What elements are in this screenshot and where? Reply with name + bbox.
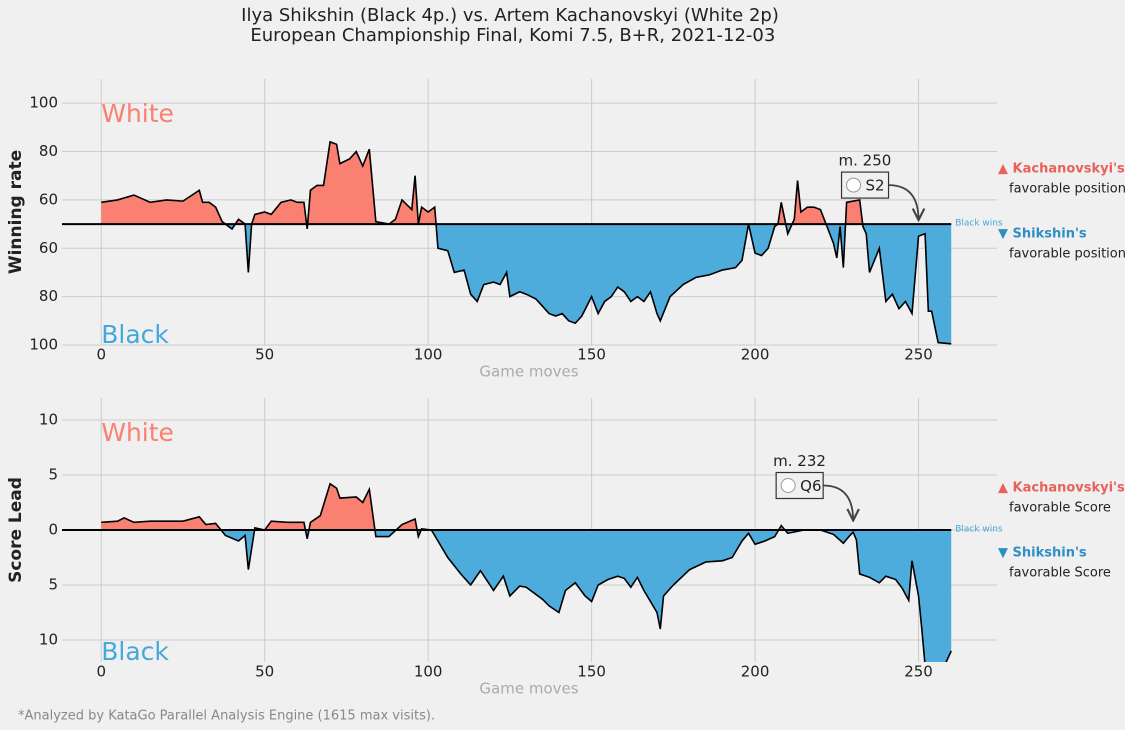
x-tick-label: 50 xyxy=(255,663,274,681)
chart-subtitle: European Championship Final, Komi 7.5, B… xyxy=(245,25,776,46)
x-tick-label: 0 xyxy=(96,346,106,364)
y-tick-label: 80 xyxy=(39,287,58,305)
y-tick-label: 100 xyxy=(29,336,58,354)
legend-desc: favorable Score xyxy=(1009,501,1111,516)
lower-label: Black xyxy=(101,320,169,349)
x-axis-label: Game moves xyxy=(479,363,578,381)
end-label: Black wins xyxy=(955,525,1003,535)
x-tick-label: 150 xyxy=(577,663,606,681)
y-tick-label: 10 xyxy=(39,631,58,649)
plot-area xyxy=(101,140,952,345)
x-tick-label: 250 xyxy=(904,346,933,364)
plot-area xyxy=(101,482,952,662)
legend-desc: favorable position xyxy=(1009,247,1125,262)
x-tick-label: 100 xyxy=(414,663,443,681)
legend-name: ▲ Kachanovskyi's xyxy=(998,162,1125,177)
x-tick-label: 250 xyxy=(904,663,933,681)
upper-label: White xyxy=(101,99,174,128)
x-tick-label: 150 xyxy=(577,346,606,364)
chart-title: Ilya Shikshin (Black 4p.) vs. Artem Kach… xyxy=(241,5,779,26)
annotation-text: m. 232 xyxy=(773,452,826,470)
annotation-label: Q6 xyxy=(800,477,821,495)
y-axis-label: Score Lead xyxy=(6,477,26,583)
x-tick-label: 100 xyxy=(414,346,443,364)
annotation-label: S2 xyxy=(866,177,885,195)
x-tick-label: 200 xyxy=(741,346,770,364)
x-axis-label: Game moves xyxy=(479,680,578,698)
y-tick-label: 60 xyxy=(39,190,58,208)
legend-desc: favorable position xyxy=(1009,182,1125,197)
legend-name: ▼ Shikshin's xyxy=(998,227,1087,242)
end-label: Black wins xyxy=(955,219,1003,229)
y-axis-label: Winning rate xyxy=(6,150,26,274)
upper-label: White xyxy=(101,418,174,447)
footnote: *Analyzed by KataGo Parallel Analysis En… xyxy=(18,709,435,724)
annotation-arrow xyxy=(888,184,919,220)
y-tick-label: 10 xyxy=(39,411,58,429)
annotation-text: m. 250 xyxy=(839,152,892,170)
y-tick-label: 5 xyxy=(48,466,58,484)
upper-area xyxy=(101,141,863,225)
stone-icon xyxy=(846,177,862,193)
legend-name: ▼ Shikshin's xyxy=(998,546,1087,561)
lower-area xyxy=(101,224,952,344)
upper-area xyxy=(101,483,952,530)
y-tick-label: 100 xyxy=(29,94,58,112)
x-tick-label: 200 xyxy=(741,663,770,681)
y-tick-label: 60 xyxy=(39,239,58,257)
annotation-arrow xyxy=(823,484,853,521)
stone-icon xyxy=(780,478,796,493)
x-tick-label: 0 xyxy=(96,663,106,681)
legend-desc: favorable Score xyxy=(1009,566,1111,581)
lower-label: Black xyxy=(101,637,169,666)
legend-name: ▲ Kachanovskyi's xyxy=(998,481,1125,496)
line xyxy=(101,482,952,662)
x-tick-label: 50 xyxy=(255,346,274,364)
lower-area xyxy=(101,530,952,662)
y-tick-label: 80 xyxy=(39,142,58,160)
line xyxy=(101,140,952,345)
y-tick-label: 5 xyxy=(48,576,58,594)
y-tick-label: 0 xyxy=(48,521,58,539)
